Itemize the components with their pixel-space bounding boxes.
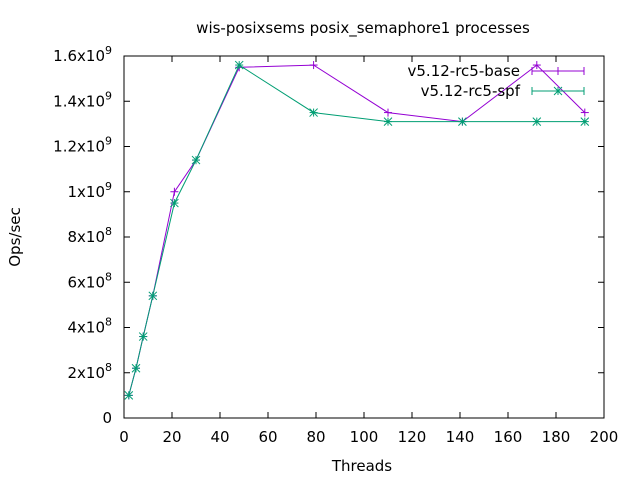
- data-point-star: [383, 117, 393, 126]
- data-point-star: [138, 332, 148, 341]
- data-point-star: [532, 117, 542, 126]
- y-axis-title: Ops/sec: [6, 207, 24, 267]
- y-tick-label: 1.6x109: [53, 44, 112, 65]
- axis-ticks: 0 20 40 60 80 100 120 140 160 180 200 0 2x108 4x108 6x…: [53, 44, 618, 446]
- chart-title: wis-posixsems posix_semaphore1 processes: [196, 19, 530, 38]
- data-point-star: [191, 155, 201, 165]
- legend-label: v5.12-rc5-spf: [421, 82, 521, 100]
- x-tick-label: 20: [162, 428, 181, 446]
- x-tick-label: 80: [306, 428, 325, 446]
- data-point-star: [148, 291, 158, 301]
- data-point-star: [124, 391, 134, 400]
- x-tick-label: 160: [494, 428, 523, 446]
- x-tick-label: 200: [590, 428, 619, 446]
- series-2: [124, 60, 590, 400]
- y-tick-label: 1x109: [67, 180, 112, 201]
- x-tick-label: 140: [446, 428, 475, 446]
- y-tick-label: 1.2x109: [53, 135, 112, 156]
- series-line: [128, 64, 586, 396]
- x-tick-label: 100: [350, 428, 379, 446]
- plot-axes: [123, 55, 605, 419]
- y-tick-label: 1.4x109: [53, 89, 112, 110]
- data-point-star: [131, 363, 141, 373]
- data-point-star: [234, 60, 244, 70]
- series-line: [128, 64, 585, 396]
- x-tick-label: 40: [210, 428, 229, 446]
- data-point-star: [580, 117, 590, 126]
- y-tick-label: 0: [102, 409, 112, 427]
- series-layer: [124, 60, 590, 400]
- data-point-star: [170, 198, 179, 208]
- y-tick-label: 4x108: [67, 316, 112, 337]
- x-tick-label: 0: [119, 428, 129, 446]
- data-point-star: [309, 108, 318, 117]
- legend: v5.12-rc5-base v5.12-rc5-spf: [408, 62, 585, 100]
- plot-border: [123, 55, 605, 419]
- x-tick-label: 60: [258, 428, 277, 446]
- data-point-star: [553, 86, 563, 96]
- series-1: [124, 61, 589, 400]
- x-axis-title: Threads: [331, 457, 392, 475]
- x-tick-label: 120: [398, 428, 427, 446]
- x-tick-label: 180: [542, 428, 571, 446]
- y-tick-label: 8x108: [67, 225, 112, 246]
- legend-label: v5.12-rc5-base: [408, 62, 521, 80]
- data-point-star: [458, 117, 467, 126]
- y-tick-label: 6x108: [67, 270, 112, 291]
- y-tick-label: 2x108: [67, 361, 112, 382]
